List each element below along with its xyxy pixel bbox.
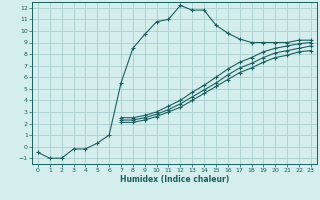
- X-axis label: Humidex (Indice chaleur): Humidex (Indice chaleur): [120, 175, 229, 184]
